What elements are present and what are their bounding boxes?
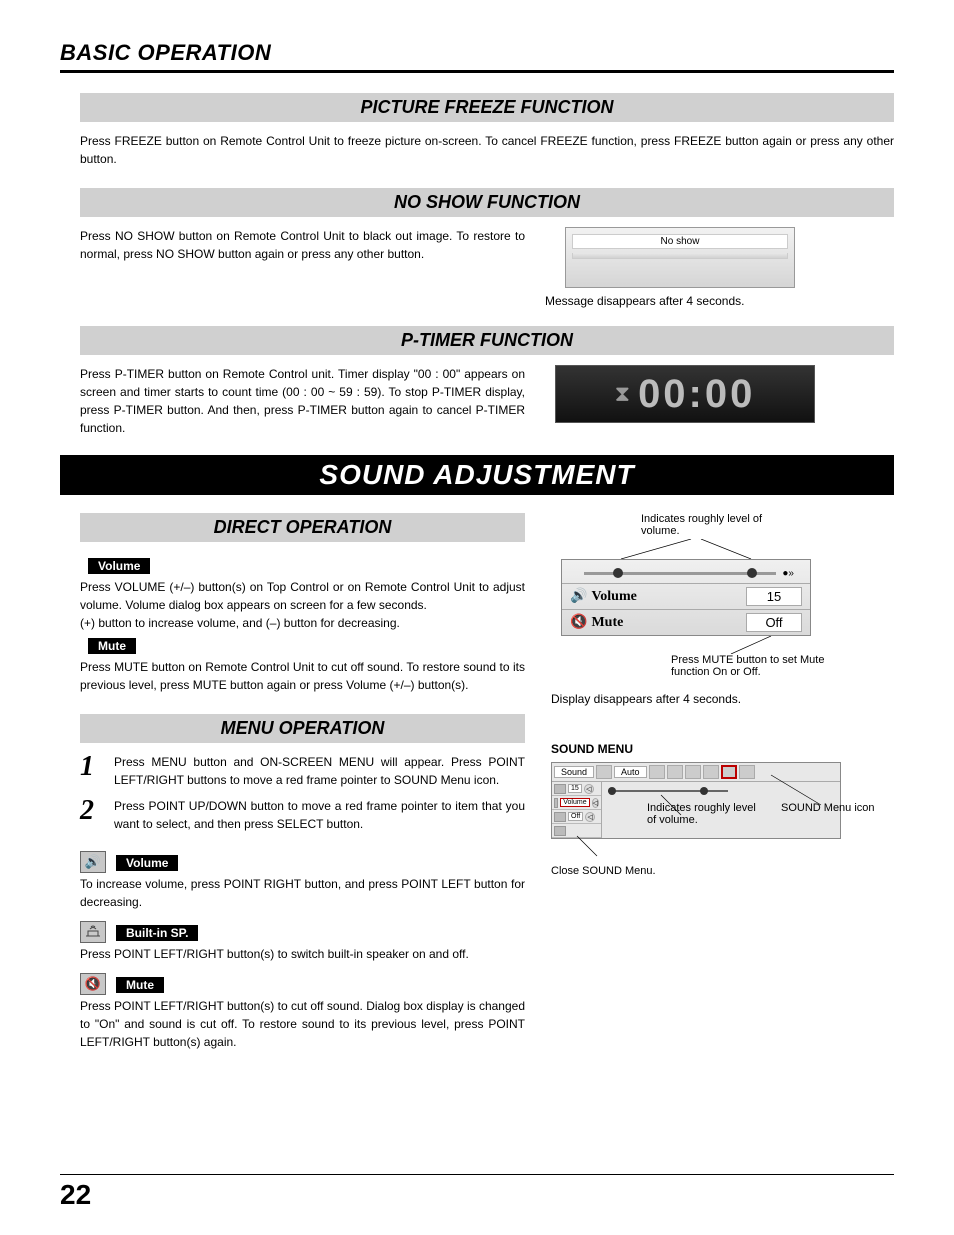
annot-sound-icon: SOUND Menu icon [781,802,875,814]
smenu-sound-label: Sound [554,766,594,778]
page-header: BASIC OPERATION [60,40,894,73]
smenu-side-volume: Volume [560,798,589,807]
annot-level: Indicates roughly level of volume. [647,802,757,826]
smenu-side-icon-3 [554,812,566,822]
menu-mute-text: Press POINT LEFT/RIGHT button(s) to cut … [80,997,525,1051]
footer-rule [60,1174,894,1175]
smenu-knob-1: ◁ [584,784,594,794]
mute-dialog-icon: 🔇 [570,614,587,631]
freeze-text: Press FREEZE button on Remote Control Un… [80,132,894,168]
smenu-icon-5 [703,765,719,779]
smenu-side-icon-1 [554,784,566,794]
step-2-number: 2 [80,797,100,833]
annot-volume-level: Indicates roughly level of volume. [641,513,791,537]
smenu-icon-6 [739,765,755,779]
menu-builtin-text: Press POINT LEFT/RIGHT button(s) to swit… [80,945,525,963]
annot-lines-bottom [561,636,821,654]
ptimer-display: ⧗ 00:00 [555,365,815,423]
dialog-caption: Display disappears after 4 seconds. [551,692,894,706]
noshow-screen-label: No show [572,234,788,249]
noshow-caption: Message disappears after 4 seconds. [545,294,894,308]
smenu-sound-icon [721,765,737,779]
noshow-text: Press NO SHOW button on Remote Control U… [80,227,525,308]
hourglass-icon: ⧗ [615,381,630,407]
smenu-side-icon-4 [554,826,566,836]
volume-dialog: ●» 🔊Volume 15 🔇Mute Off [561,559,811,636]
smenu-knob-3: ◁ [585,812,595,822]
smenu-side-off: Off [568,812,583,821]
speaker-icon: 🔊 [570,588,587,605]
menu-operation-title: MENU OPERATION [80,714,525,743]
smenu-icon-1 [596,765,612,779]
sound-adjustment-banner: SOUND ADJUSTMENT [60,455,894,495]
smenu-side-vol: 15 [568,784,582,793]
dialog-mute-value: Off [746,613,802,632]
volume-icon: 🔊 [80,851,106,873]
step-1-text: Press MENU button and ON-SCREEN MENU wil… [114,753,525,789]
annot-lines-top [561,539,821,559]
smenu-knob-2: ◁ [592,798,599,808]
volume-label: Volume [88,558,150,574]
mute-text: Press MUTE button on Remote Control Unit… [80,658,525,694]
smenu-slider [608,790,728,792]
volume-text-1: Press VOLUME (+/–) button(s) on Top Cont… [80,578,525,614]
ptimer-text: Press P-TIMER button on Remote Control u… [80,365,525,437]
section-title-ptimer: P-TIMER FUNCTION [80,326,894,355]
menu-mute-label: Mute [116,977,164,993]
builtin-sp-icon [80,921,106,943]
step-2-text: Press POINT UP/DOWN button to move a red… [114,797,525,833]
dialog-mute-label: Mute [591,615,623,631]
smenu-side-icon-2 [554,798,558,808]
noshow-screenshot: No show [565,227,795,288]
section-title-freeze: PICTURE FREEZE FUNCTION [80,93,894,122]
smenu-icon-3 [667,765,683,779]
volume-text-2: (+) button to increase volume, and (–) b… [80,614,525,632]
direct-operation-title: DIRECT OPERATION [80,513,525,542]
volume-slider [584,572,776,575]
section-title-noshow: NO SHOW FUNCTION [80,188,894,217]
menu-volume-text: To increase volume, press POINT RIGHT bu… [80,875,525,911]
step-1-number: 1 [80,753,100,789]
annot-close: Close SOUND Menu. [551,865,894,877]
menu-builtin-label: Built-in SP. [116,925,198,941]
page-number: 22 [60,1179,91,1211]
mute-icon: 🔇 [80,973,106,995]
dialog-volume-value: 15 [746,587,802,606]
smenu-auto-label: Auto [614,766,647,778]
smenu-icon-4 [685,765,701,779]
annot-mute-button: Press MUTE button to set Mute function O… [671,654,841,678]
sound-menu-screenshot: Sound Auto 15◁ Volume◁ [551,762,841,839]
timer-value: 00:00 [638,372,755,417]
menu-volume-label: Volume [116,855,178,871]
smenu-icon-2 [649,765,665,779]
sound-menu-heading: SOUND MENU [551,742,894,756]
dialog-volume-label: Volume [591,589,636,605]
mute-label: Mute [88,638,136,654]
slider-arrow-icon: ●» [782,568,794,579]
